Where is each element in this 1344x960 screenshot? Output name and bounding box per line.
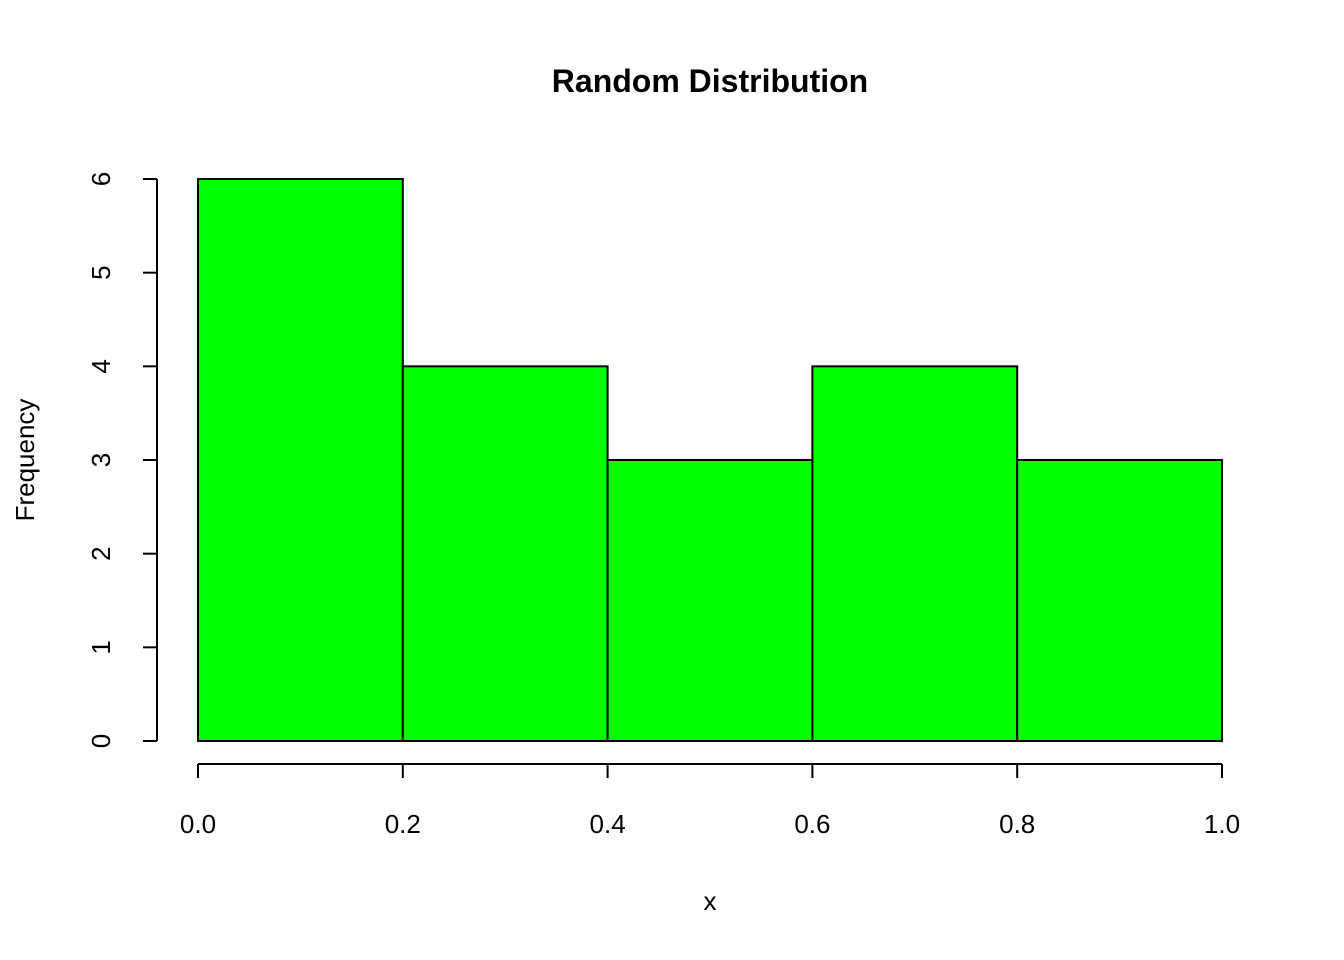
y-tick-label-3: 3 (86, 453, 116, 467)
y-tick-label-4: 4 (86, 359, 116, 373)
chart-title: Random Distribution (552, 63, 868, 99)
y-axis-title: Frequency (10, 399, 40, 522)
x-axis: 0.0 0.2 0.4 0.6 0.8 1.0 (180, 763, 1240, 839)
x-tick-label-3: 0.6 (794, 809, 830, 839)
y-tick-label-6: 6 (86, 172, 116, 186)
histogram-bar-4 (1016, 459, 1224, 742)
y-tick-label-1: 1 (86, 640, 116, 654)
x-tick-label-5: 1.0 (1204, 809, 1240, 839)
bars-group (197, 178, 1224, 742)
x-tick-label-1: 0.2 (385, 809, 421, 839)
x-tick-label-0: 0.0 (180, 809, 216, 839)
y-tick-label-0: 0 (86, 734, 116, 748)
y-tick-label-2: 2 (86, 546, 116, 560)
x-tick-label-4: 0.8 (999, 809, 1035, 839)
y-tick-label-5: 5 (86, 265, 116, 279)
histogram-bar-1 (401, 365, 609, 742)
histogram-bar-3 (811, 365, 1019, 742)
histogram-bar-2 (606, 459, 814, 742)
y-axis: 0 1 2 3 4 5 6 (86, 172, 158, 748)
x-axis-title: x (704, 886, 717, 916)
x-tick-label-2: 0.4 (590, 809, 626, 839)
histogram-bar-0 (197, 178, 404, 742)
